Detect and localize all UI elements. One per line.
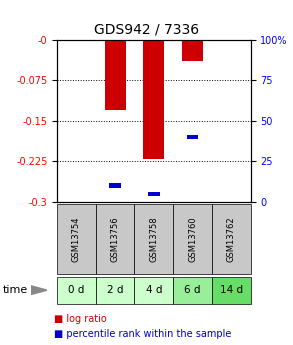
- Text: 4 d: 4 d: [146, 285, 162, 295]
- Text: GSM13758: GSM13758: [149, 216, 158, 262]
- Text: 0 d: 0 d: [68, 285, 85, 295]
- Bar: [105, 40, 126, 110]
- Text: GSM13756: GSM13756: [111, 216, 120, 262]
- Bar: [109, 184, 121, 188]
- Text: GSM13762: GSM13762: [227, 216, 236, 262]
- Bar: [182, 40, 203, 61]
- Bar: [148, 191, 160, 196]
- Text: 6 d: 6 d: [184, 285, 201, 295]
- Text: time: time: [3, 285, 28, 295]
- Polygon shape: [31, 286, 47, 295]
- Text: 14 d: 14 d: [220, 285, 243, 295]
- Text: GDS942 / 7336: GDS942 / 7336: [94, 22, 199, 37]
- Text: GSM13760: GSM13760: [188, 216, 197, 262]
- Text: GSM13754: GSM13754: [72, 216, 81, 262]
- Text: 2 d: 2 d: [107, 285, 123, 295]
- Text: ■ percentile rank within the sample: ■ percentile rank within the sample: [54, 329, 231, 339]
- Text: ■ log ratio: ■ log ratio: [54, 314, 107, 324]
- Bar: [187, 135, 198, 139]
- Bar: [143, 40, 164, 159]
